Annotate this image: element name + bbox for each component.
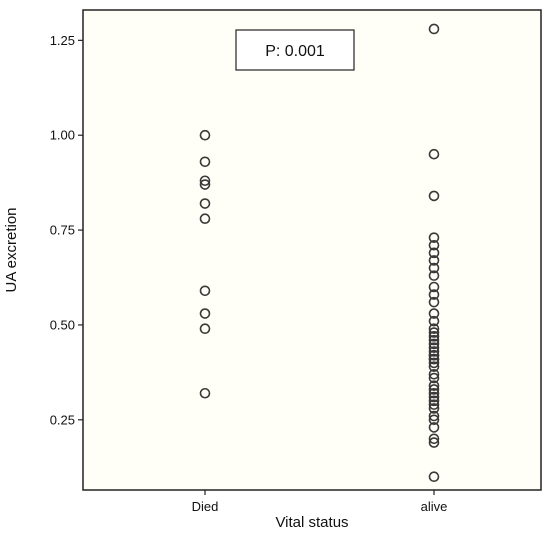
- data-point: [428, 323, 440, 335]
- data-point: [428, 255, 440, 266]
- y-tick-label: 1.00: [50, 128, 75, 143]
- data-point: [428, 437, 440, 448]
- data-point: [428, 289, 440, 300]
- data-point: [428, 338, 440, 350]
- data-point: [199, 213, 211, 224]
- data-point: [199, 323, 211, 335]
- data-point: [428, 380, 440, 391]
- data-points: [199, 23, 440, 483]
- data-point: [428, 357, 440, 369]
- data-point: [428, 308, 440, 319]
- data-point: [428, 148, 440, 160]
- x-axis: Died alive: [192, 490, 448, 514]
- data-point: [428, 372, 440, 384]
- data-point: [428, 395, 440, 407]
- data-point: [428, 315, 440, 327]
- y-tick-label: 0.50: [50, 317, 75, 332]
- data-point: [428, 353, 440, 365]
- data-point: [428, 296, 440, 308]
- data-point: [199, 198, 211, 209]
- data-point: [428, 422, 440, 433]
- data-point: [428, 342, 440, 354]
- data-point: [428, 349, 440, 361]
- data-point: [199, 308, 211, 319]
- data-point: [428, 414, 440, 426]
- data-point: [428, 433, 440, 445]
- data-point: [428, 384, 440, 395]
- p-value-box: [235, 29, 355, 71]
- data-point: [428, 387, 440, 399]
- data-point: [428, 327, 440, 338]
- data-point: [199, 175, 211, 187]
- p-value-annotation: P: 0.001: [265, 43, 325, 60]
- data-point: [428, 334, 440, 346]
- data-point: [428, 281, 440, 293]
- y-axis-title: UA excretion: [3, 207, 20, 292]
- data-point: [428, 346, 440, 357]
- data-point: [428, 410, 440, 422]
- x-axis-title: Vital status: [275, 514, 348, 531]
- data-point: [428, 23, 440, 35]
- y-tick-label: 1.25: [50, 33, 75, 48]
- data-point: [428, 361, 440, 372]
- x-tick-label: Died: [192, 499, 219, 514]
- data-point: [428, 247, 440, 259]
- data-point: [199, 387, 211, 399]
- data-point: [428, 368, 440, 380]
- x-tick-label: alive: [421, 499, 448, 514]
- data-point: [428, 331, 440, 342]
- data-point: [428, 391, 440, 403]
- data-point: [199, 179, 211, 190]
- y-tick-label: 0.25: [50, 412, 75, 427]
- data-point: [199, 129, 211, 141]
- data-point: [428, 270, 440, 281]
- data-point: [428, 399, 440, 410]
- plot-area: [82, 9, 542, 491]
- y-tick-label: 0.75: [50, 223, 75, 238]
- y-axis: 0.25 0.50 0.75 1.00 1.25: [50, 33, 83, 427]
- data-point: [428, 232, 440, 243]
- data-point: [199, 156, 211, 168]
- data-point: [199, 285, 211, 297]
- data-point: [428, 239, 440, 251]
- data-point: [428, 190, 440, 202]
- data-point: [428, 403, 440, 414]
- data-point: [428, 262, 440, 274]
- data-point: [428, 471, 440, 483]
